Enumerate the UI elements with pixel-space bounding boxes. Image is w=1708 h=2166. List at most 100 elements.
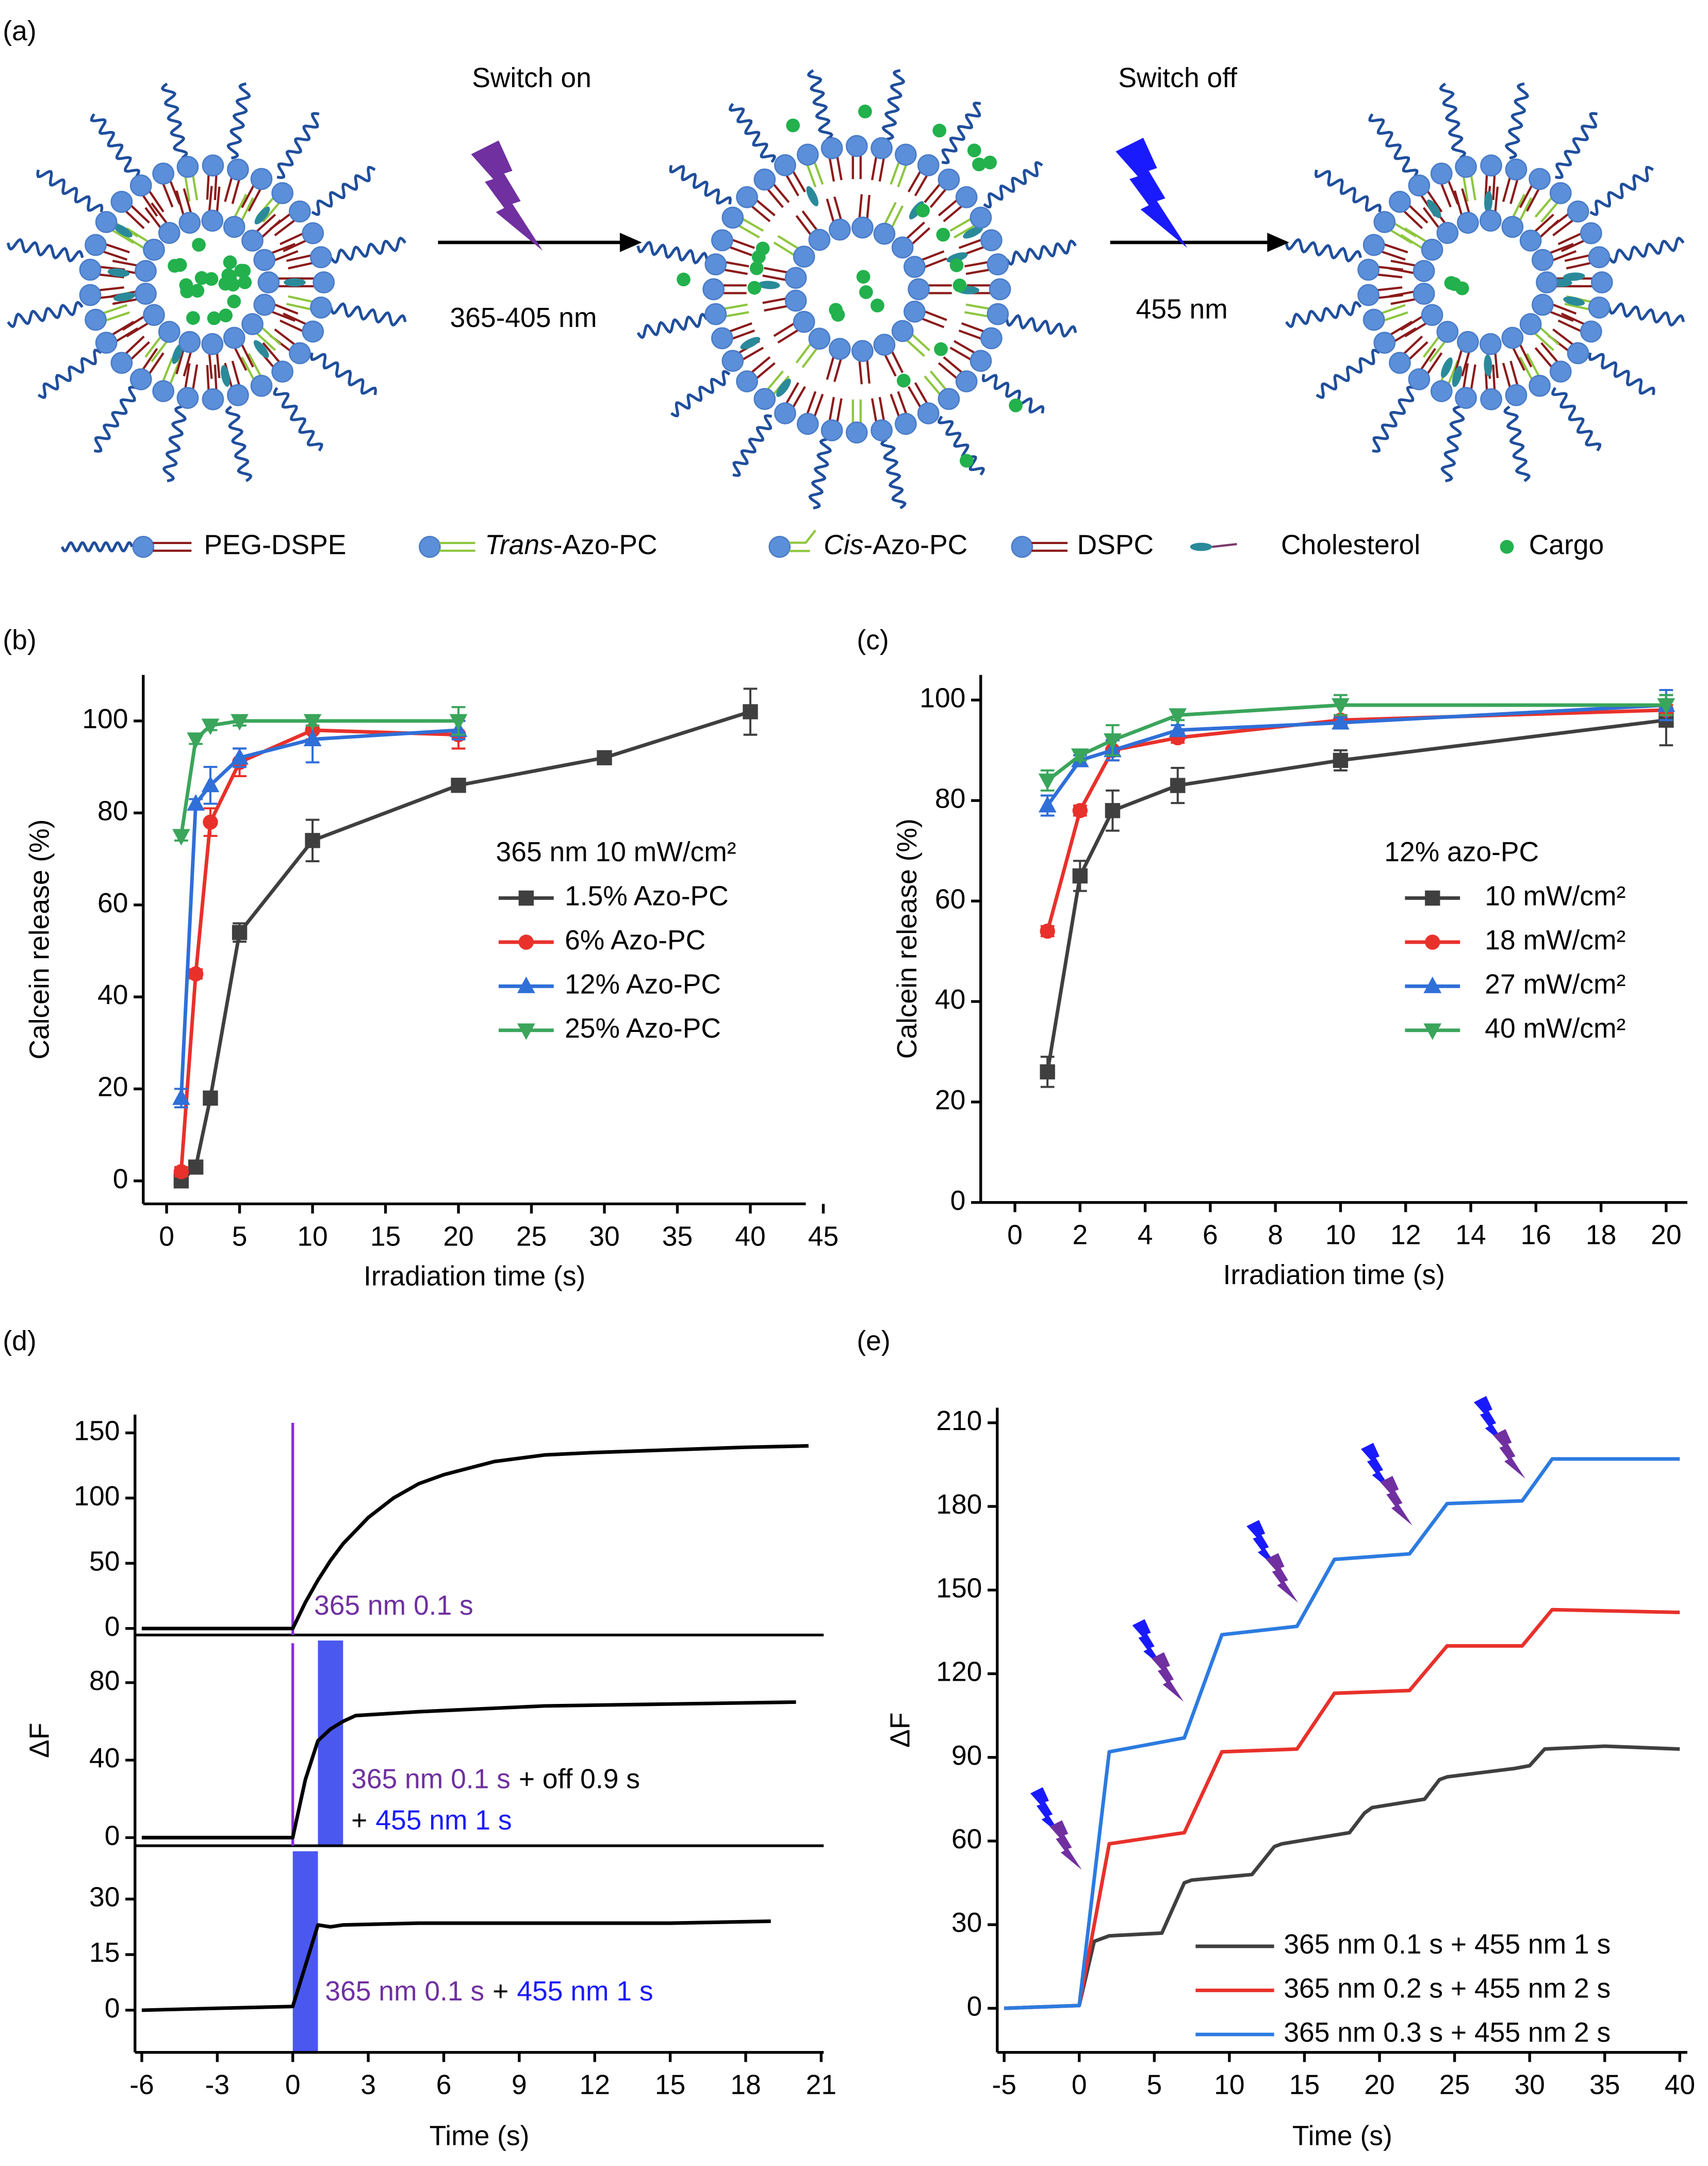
lipid-tail xyxy=(914,175,928,196)
x-tick-label: 12 xyxy=(580,2070,610,2101)
y-tick-label: 150 xyxy=(936,1573,982,1603)
lipid-tail xyxy=(891,205,904,227)
peg-chain xyxy=(636,313,708,339)
peg-chain xyxy=(1316,349,1381,399)
lipid-head xyxy=(970,206,992,229)
cargo xyxy=(871,299,884,313)
lipid-head xyxy=(1480,388,1502,411)
lipid-tail xyxy=(1389,290,1414,298)
highlight xyxy=(318,1640,343,1846)
annotation: 365 nm 0.1 s xyxy=(314,1590,473,1621)
x-tick-label: 5 xyxy=(1146,2070,1162,2101)
cholesterol xyxy=(806,186,819,206)
marker xyxy=(597,750,612,765)
lipid-tail xyxy=(125,210,145,229)
lipid-head xyxy=(938,388,960,411)
lipid-tail xyxy=(1426,190,1443,212)
legend-label: 365 nm 0.1 s + 455 nm 1 s xyxy=(1284,1929,1611,1960)
lipid-tail xyxy=(922,318,945,329)
peg-chain xyxy=(938,415,985,476)
lipid-head xyxy=(793,310,815,333)
lipid-head xyxy=(1389,191,1411,213)
lipid-head xyxy=(129,174,152,196)
series-line xyxy=(1004,1744,1680,2010)
lipid-tail xyxy=(1557,319,1582,332)
annotation: 365 nm 0.1 s + off 0.9 s xyxy=(351,1764,640,1795)
lipid-head xyxy=(753,168,776,191)
lipid-tail xyxy=(965,269,990,275)
lipid-tail xyxy=(125,335,145,354)
cargo xyxy=(896,373,911,388)
lipid-tail xyxy=(914,382,928,404)
peg-chain xyxy=(729,103,776,163)
lipid-tail xyxy=(938,362,958,379)
y-tick-label: 100 xyxy=(74,1481,120,1512)
peg-chain xyxy=(276,112,320,179)
lipid-tail xyxy=(286,303,311,310)
lipid-head xyxy=(891,320,914,342)
peg-chain xyxy=(36,169,104,212)
lipid-tail xyxy=(286,254,311,262)
lipid-tail xyxy=(1566,261,1591,270)
lipid-head xyxy=(1408,368,1431,390)
cargo xyxy=(194,271,209,285)
cargo xyxy=(237,264,251,278)
lipid-tail xyxy=(954,340,975,354)
y-tick-label: 0 xyxy=(105,1993,120,2024)
lipid-head xyxy=(845,421,868,444)
peg-chain xyxy=(1005,314,1077,338)
marker xyxy=(305,833,320,848)
lightning xyxy=(471,140,543,251)
lipid-head xyxy=(904,300,926,323)
lipid-head xyxy=(418,535,441,558)
x-axis-label: Time (s) xyxy=(1292,2121,1392,2151)
lipid-tail xyxy=(767,370,784,390)
lipid-head xyxy=(904,256,926,278)
lipid-tail xyxy=(1377,273,1403,278)
cholesterol xyxy=(758,281,780,289)
lightning xyxy=(1115,138,1188,248)
lipid-head xyxy=(132,535,155,558)
lipid-tail xyxy=(922,250,945,261)
lipid-head xyxy=(736,370,758,392)
cholesterol xyxy=(113,292,136,302)
lipid-tail xyxy=(732,239,755,249)
lipid-tail xyxy=(1540,202,1558,223)
highlight xyxy=(292,1851,318,2053)
lipid-tail xyxy=(726,311,749,318)
cargo xyxy=(967,143,981,158)
lipid-tail xyxy=(833,358,842,382)
legend-label: 10 mW/cm² xyxy=(1485,881,1625,912)
y-tick-label: 80 xyxy=(97,796,128,826)
peg-chain xyxy=(37,349,102,399)
marker xyxy=(201,776,220,793)
lipid-head xyxy=(1588,296,1611,319)
lipid-head xyxy=(223,216,245,238)
lipid-tail xyxy=(836,398,843,422)
lipid-head xyxy=(241,229,264,252)
lipid-head xyxy=(129,368,152,390)
legend-label: 27 mW/cm² xyxy=(1485,969,1625,999)
lipid-head xyxy=(1457,331,1479,353)
lipid-head xyxy=(873,334,896,356)
lipid-head xyxy=(271,360,294,383)
lipid-head xyxy=(721,206,744,229)
liposome xyxy=(636,69,1077,510)
lipid-tail xyxy=(906,221,925,239)
x-tick-label: 4 xyxy=(1138,1220,1153,1251)
x-tick-label: 40 xyxy=(735,1221,765,1252)
lipid-tail xyxy=(756,362,776,379)
lipid-head xyxy=(774,154,796,176)
x-axis-label: Time (s) xyxy=(430,2121,530,2151)
peg-chain xyxy=(93,386,137,453)
lipid-tail xyxy=(261,326,282,346)
lipid-tail xyxy=(1408,341,1428,360)
marker xyxy=(188,1159,204,1175)
cholesterol xyxy=(107,268,130,277)
lipid-tail xyxy=(234,348,248,371)
peg-chain xyxy=(311,166,376,216)
x-tick-label: 25 xyxy=(516,1221,547,1252)
cargo xyxy=(190,284,205,298)
lipid-tail xyxy=(1381,304,1406,314)
